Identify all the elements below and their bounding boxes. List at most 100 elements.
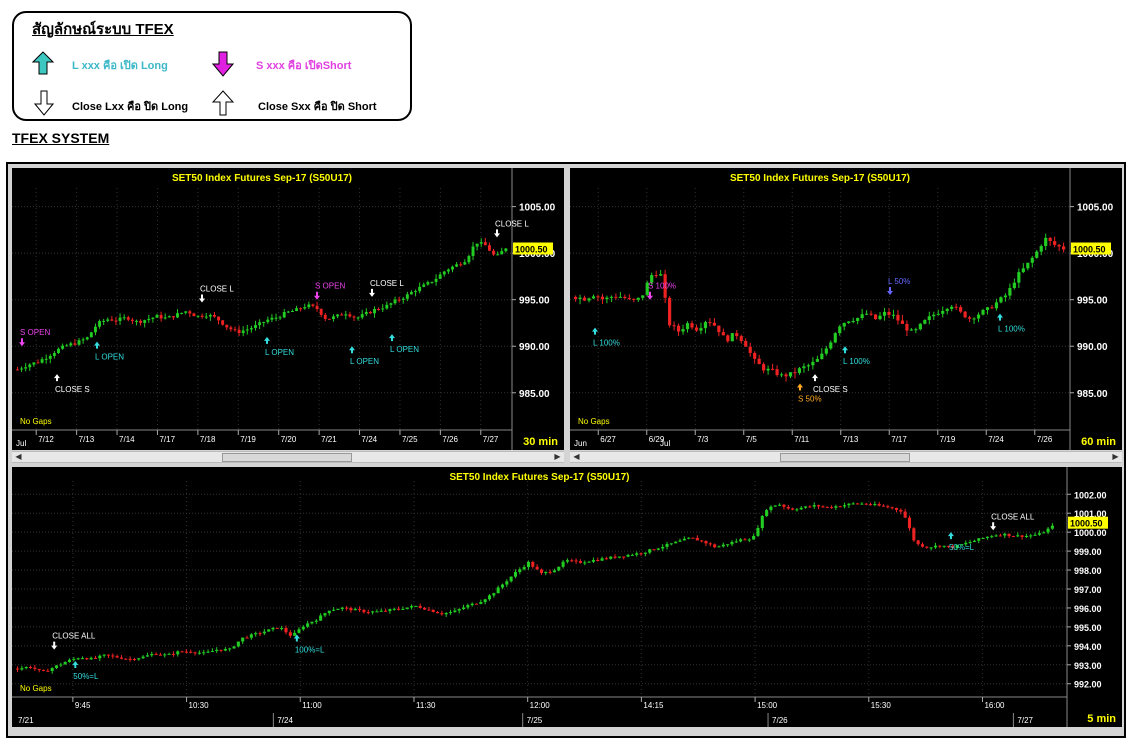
candle-body xyxy=(442,271,446,275)
candle-body xyxy=(114,320,118,322)
candle-body xyxy=(1044,237,1048,247)
candle-body xyxy=(176,313,179,318)
candle-body xyxy=(769,506,773,511)
candle-body xyxy=(881,505,886,507)
last-price-tag xyxy=(1068,516,1108,529)
candle-body xyxy=(802,366,806,369)
scroll-thumb[interactable] xyxy=(222,453,352,462)
candle-body xyxy=(596,296,600,298)
candle-body xyxy=(80,658,85,660)
candle-body xyxy=(457,608,461,611)
chart-5min[interactable]: 1002.00 1001.00 1000.00 999.00 998.00 997.00 9… xyxy=(12,467,1122,727)
candle-body xyxy=(159,314,163,319)
scroll-left-icon[interactable]: ◀ xyxy=(15,452,22,461)
y-tick-label: 1001.00 xyxy=(1074,509,1107,519)
candle-body xyxy=(284,628,288,633)
candle-body xyxy=(1008,288,1012,296)
candle-body xyxy=(176,651,180,655)
signal-arrow-down-icon xyxy=(369,288,375,297)
signal-arrow-down-icon xyxy=(199,294,205,303)
chart-background xyxy=(570,168,1122,450)
candle-body xyxy=(1042,532,1046,534)
candle-body xyxy=(118,317,122,321)
candle-body xyxy=(266,319,270,323)
x-tick-label: 7/24 xyxy=(988,435,1004,444)
x-tick-label: 7/13 xyxy=(79,435,95,444)
candle-body xyxy=(1046,528,1050,533)
candle-body xyxy=(691,537,695,539)
chart-60min[interactable]: 1005.00 1000.00 995.00 990.00 985.00 6/27 6/29… xyxy=(570,168,1122,450)
candle-body xyxy=(505,581,509,585)
y-tick-label: 995.00 xyxy=(1074,623,1102,633)
candle-body xyxy=(28,364,32,368)
candle-body xyxy=(685,323,690,330)
candle-body xyxy=(418,605,422,608)
signal-arrow-up-icon xyxy=(264,336,270,344)
candle-body xyxy=(375,611,379,613)
x-tick-label: 7/13 xyxy=(843,435,859,444)
candle-body xyxy=(882,311,887,316)
x-tick-label: 7/18 xyxy=(200,435,216,444)
candle-body xyxy=(466,605,470,608)
candle-body xyxy=(282,311,286,318)
candle-body xyxy=(340,314,344,316)
candle-body xyxy=(1035,251,1039,258)
x-tick-label: 7/19 xyxy=(940,435,956,444)
candle-body xyxy=(894,508,899,510)
candle-body xyxy=(574,560,578,562)
candle-body xyxy=(1057,244,1061,247)
candle-body xyxy=(163,654,167,656)
y-tick-label: 985.00 xyxy=(519,389,550,400)
candle-body xyxy=(730,541,734,545)
candle-body xyxy=(977,538,981,541)
scroll-right-icon[interactable]: ▶ xyxy=(1112,452,1119,461)
candle-body xyxy=(16,668,20,670)
candle-body xyxy=(474,603,479,605)
chart-title: SET50 Index Futures Sep-17 (S50U17) xyxy=(730,173,910,184)
signal-label: L OPEN xyxy=(265,348,294,357)
chart-30min[interactable]: 1005.00 1000.00 995.00 990.00 985.00 7/12 7/13… xyxy=(12,168,564,450)
candle-body xyxy=(976,314,981,319)
candle-body xyxy=(656,548,660,550)
candle-body xyxy=(834,506,838,508)
candle-body xyxy=(345,607,349,609)
x-tick-label: 7/12 xyxy=(38,435,54,444)
signal-label: S OPEN xyxy=(20,328,50,337)
candle-body xyxy=(393,299,397,304)
candle-body xyxy=(923,319,927,324)
candle-body xyxy=(985,307,990,310)
candle-body xyxy=(61,345,65,349)
candle-body xyxy=(504,248,508,252)
candle-body xyxy=(829,342,833,349)
x-day-label: 7/26 xyxy=(772,716,788,725)
candle-body xyxy=(463,262,467,265)
x-tick-label: 7/11 xyxy=(794,435,810,444)
candle-body xyxy=(626,554,630,557)
scroll-thumb[interactable] xyxy=(780,453,910,462)
candle-body xyxy=(40,359,44,363)
candle-body xyxy=(319,615,323,621)
candle-body xyxy=(32,362,36,365)
signal-label: 50%=L xyxy=(949,543,975,552)
scroll-right-icon[interactable]: ▶ xyxy=(554,452,561,461)
candle-body xyxy=(219,649,223,651)
x-tick-label: 7/24 xyxy=(362,435,378,444)
candle-body xyxy=(865,313,869,315)
candle-body xyxy=(830,507,834,509)
scrollbar-30min[interactable]: ◀ ▶ xyxy=(12,451,564,463)
arrow-down-outline-icon xyxy=(34,90,54,116)
candle-body xyxy=(459,264,463,266)
scroll-left-icon[interactable]: ◀ xyxy=(573,452,580,461)
signal-label: CLOSE ALL xyxy=(991,512,1035,521)
x-tick-label: 10:30 xyxy=(189,701,210,710)
candle-body xyxy=(358,608,362,610)
candle-body xyxy=(470,603,474,606)
candle-body xyxy=(16,369,19,371)
candle-body xyxy=(639,553,643,555)
candle-body xyxy=(578,561,582,563)
candle-body xyxy=(665,543,669,547)
candle-body xyxy=(434,278,438,282)
candle-body xyxy=(583,562,587,564)
scrollbar-60min[interactable]: ◀ ▶ xyxy=(570,451,1122,463)
candle-body xyxy=(151,317,155,319)
